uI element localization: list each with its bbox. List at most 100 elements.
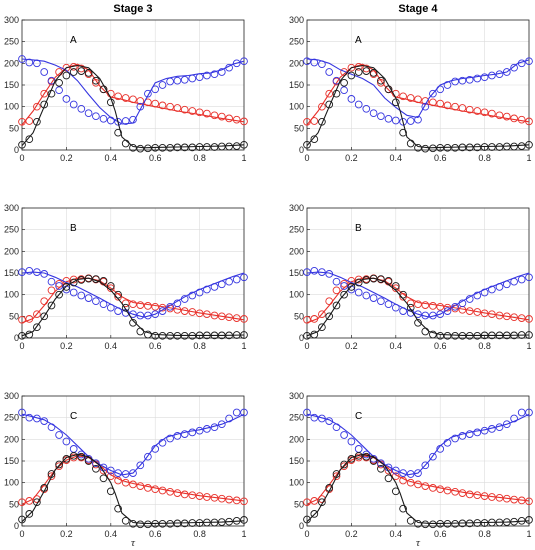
marker-blue — [210, 283, 219, 291]
marker-black — [465, 331, 474, 340]
marker-blue — [158, 307, 167, 315]
marker-blue — [121, 117, 130, 125]
marker-black — [391, 487, 400, 496]
marker-blue — [62, 437, 71, 446]
x-tick-label: 1 — [526, 153, 531, 163]
marker-red — [502, 494, 511, 503]
marker-black — [40, 312, 49, 321]
marker-red — [377, 78, 385, 87]
marker-black — [55, 460, 63, 469]
marker-red — [240, 315, 248, 323]
marker-black — [517, 516, 526, 525]
marker-black — [458, 519, 467, 528]
y-tick-label: 150 — [4, 456, 19, 466]
marker-black — [421, 144, 430, 153]
marker-black — [40, 484, 49, 492]
marker-blue — [217, 280, 226, 289]
marker-blue — [129, 115, 137, 124]
marker-black — [144, 330, 152, 339]
marker-black — [303, 140, 311, 149]
marker-blue — [384, 114, 393, 123]
marker-black — [240, 140, 248, 149]
marker-blue — [399, 307, 407, 315]
marker-blue — [62, 95, 71, 103]
marker-black — [99, 474, 108, 483]
y-tick-label: 250 — [4, 413, 19, 423]
marker-blue — [136, 102, 145, 111]
marker-black — [240, 516, 248, 524]
marker-black — [217, 518, 226, 526]
marker-blue — [429, 452, 437, 461]
marker-black — [362, 276, 371, 284]
marker-black — [458, 331, 467, 340]
x-tick-label: 0 — [19, 153, 24, 163]
marker-blue — [151, 85, 160, 94]
marker-black — [369, 69, 378, 77]
x-tick-label: 0.4 — [390, 341, 403, 351]
marker-blue — [69, 100, 78, 109]
x-tick-label: 1 — [241, 341, 246, 351]
y-tick-label: 100 — [289, 290, 304, 300]
marker-blue — [377, 297, 385, 306]
marker-red — [391, 472, 400, 481]
marker-black — [525, 140, 533, 149]
marker-red — [33, 310, 41, 319]
marker-blue — [525, 57, 533, 66]
marker-blue — [347, 437, 356, 446]
marker-red — [55, 279, 63, 288]
marker-black — [62, 454, 71, 463]
marker-red — [451, 102, 459, 111]
marker-black — [325, 312, 334, 321]
marker-black — [240, 331, 248, 339]
marker-red — [310, 315, 319, 323]
marker-blue — [465, 295, 474, 303]
marker-blue — [225, 277, 233, 286]
marker-black — [217, 331, 226, 340]
marker-blue — [173, 299, 182, 308]
marker-blue — [136, 311, 145, 320]
marker-blue — [92, 459, 100, 468]
marker-blue — [180, 430, 189, 438]
marker-black — [158, 331, 167, 340]
panel-label: A — [70, 35, 77, 46]
marker-black — [166, 519, 174, 528]
marker-red — [495, 111, 504, 120]
marker-black — [129, 318, 137, 327]
marker-blue — [325, 417, 334, 425]
y-tick-label: 200 — [4, 246, 19, 256]
marker-red — [210, 311, 219, 320]
marker-black — [473, 143, 482, 152]
marker-black — [473, 519, 482, 527]
marker-blue — [362, 291, 371, 300]
marker-red — [488, 310, 496, 319]
marker-blue — [458, 76, 467, 85]
y-tick-label: 200 — [4, 434, 19, 444]
marker-black — [136, 520, 145, 529]
y-tick-label: 0 — [14, 145, 19, 155]
marker-red — [129, 480, 137, 489]
series-line-black — [306, 277, 530, 337]
y-tick-label: 0 — [14, 521, 19, 531]
marker-black — [303, 331, 311, 340]
marker-black — [414, 318, 422, 327]
marker-blue — [414, 310, 422, 319]
marker-black — [369, 274, 378, 283]
marker-blue — [144, 89, 152, 98]
marker-black — [92, 275, 100, 283]
marker-blue — [195, 288, 204, 297]
marker-blue — [84, 294, 93, 302]
y-tick-label: 250 — [289, 37, 304, 47]
marker-blue — [465, 75, 474, 84]
marker-black — [151, 519, 160, 528]
marker-black — [210, 143, 219, 151]
marker-black — [62, 71, 71, 80]
marker-black — [129, 519, 137, 528]
marker-blue — [203, 71, 211, 80]
marker-black — [354, 278, 363, 287]
marker-black — [332, 470, 341, 478]
marker-blue — [166, 77, 174, 86]
marker-black — [377, 275, 385, 283]
marker-red — [180, 307, 189, 315]
marker-red — [210, 493, 219, 502]
